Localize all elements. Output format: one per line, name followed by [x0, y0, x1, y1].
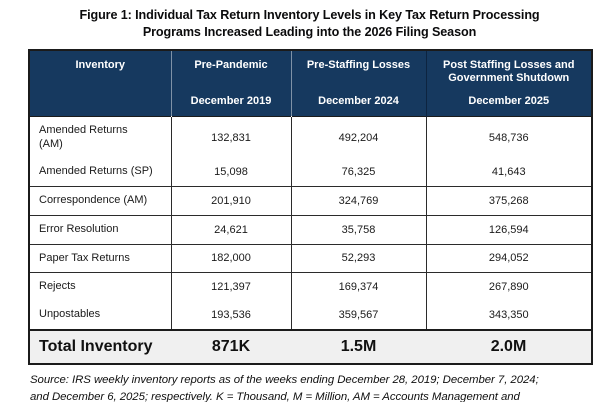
row-label: Amended Returns (AM): [29, 116, 172, 159]
cell-value: 267,890: [488, 281, 529, 294]
cell-value: 343,350: [488, 308, 529, 321]
col-header-inventory-label: Inventory: [75, 58, 125, 71]
table-row: Paper Tax Returns 182,000 52,293 294,052: [29, 244, 592, 273]
cell-value: 359,567: [291, 301, 427, 330]
cell-value: 169,374: [291, 272, 427, 301]
col-header-post-staffing-losses-date: December 2025: [468, 94, 550, 107]
header-row: Inventory Pre-Pandemic December 2019 Pre…: [29, 49, 592, 117]
cell-value: 126,594: [488, 223, 529, 236]
row-label: Error Resolution: [29, 215, 172, 244]
cell-value: 201,910: [171, 186, 292, 216]
col-header-inventory: Inventory: [29, 49, 172, 117]
col-header-pre-staffing-losses: Pre-Staffing Losses December 2024: [291, 49, 427, 117]
col-header-pre-staffing-losses-label: Pre-Staffing Losses: [306, 58, 411, 71]
total-row-label: Total Inventory: [29, 329, 171, 364]
col-header-pre-pandemic-label: Pre-Pandemic: [194, 58, 268, 71]
cell-value: 41,643: [491, 166, 526, 179]
row-label: Rejects: [29, 272, 172, 301]
cell-value: 294,052: [488, 252, 529, 265]
col-header-post-staffing-losses: Post Staffing Losses and Government Shut…: [426, 49, 592, 117]
table-body: Amended Returns (AM) 132,831 492,204 548,73…: [29, 116, 592, 330]
cell-value: 492,204: [291, 116, 427, 159]
row-label: Paper Tax Returns: [29, 244, 172, 273]
cell-value: 193,536: [171, 301, 292, 330]
total-row: Total Inventory 871K 1.5M 2.0M: [29, 329, 592, 364]
table-row: Rejects 121,397 169,374 267,890: [29, 272, 592, 301]
col-header-post-staffing-losses-label: Post Staffing Losses and Government Shut…: [443, 58, 575, 84]
figure-title: Figure 1: Individual Tax Return Inventor…: [28, 7, 591, 42]
row-label: Correspondence (AM): [29, 186, 172, 216]
source-note-line-2: and December 6, 2025; respectively. K = …: [30, 390, 520, 402]
cell-value: 375,268: [488, 194, 529, 207]
row-label: Unpostables: [29, 301, 172, 330]
table-row: Error Resolution 24,621 35,758 126,594: [29, 215, 592, 244]
table-row: Unpostables 193,536 359,567 343,350: [29, 301, 592, 330]
col-header-pre-pandemic: Pre-Pandemic December 2019: [171, 49, 292, 117]
cell-value: 182,000: [171, 244, 292, 273]
cell-value: 24,621: [171, 215, 292, 244]
figure-title-line-2: Programs Increased Leading into the 2026…: [142, 25, 477, 40]
cell-value: 15,098: [171, 158, 292, 187]
cell-value: 35,758: [291, 215, 427, 244]
col-header-pre-staffing-losses-date: December 2024: [318, 94, 399, 107]
total-value-dec-2019: 871K: [171, 329, 291, 364]
table-footer: Total Inventory 871K 1.5M 2.0M: [29, 329, 592, 364]
source-note: Source: IRS weekly inventory reports as …: [30, 372, 596, 402]
cell-value: 76,325: [291, 158, 427, 187]
table-row: Amended Returns (SP) 15,098 76,325 41,643: [29, 158, 592, 187]
table-row: Amended Returns (AM) 132,831 492,204 548,73…: [29, 116, 592, 159]
cell-value: 52,293: [291, 244, 427, 273]
cell-value: 121,397: [171, 272, 292, 301]
total-value-dec-2024: 1.5M: [291, 329, 426, 364]
row-label: Amended Returns (SP): [29, 158, 172, 187]
cell-value: 324,769: [291, 186, 427, 216]
cell-value: 132,831: [171, 116, 292, 159]
col-header-pre-pandemic-date: December 2019: [190, 94, 272, 107]
report-figure-page: Figure 1: Individual Tax Return Inventor…: [0, 7, 600, 402]
inventory-table: Inventory Pre-Pandemic December 2019 Pre…: [28, 48, 593, 365]
source-note-line-1: Source: IRS weekly inventory reports as …: [30, 373, 539, 386]
table-row: Correspondence (AM) 201,910 324,769 375,268: [29, 186, 592, 216]
figure-title-line-1: Figure 1: Individual Tax Return Inventor…: [79, 8, 540, 22]
total-value-dec-2025: 2.0M: [426, 329, 592, 364]
table-header: Inventory Pre-Pandemic December 2019 Pre…: [29, 49, 592, 117]
cell-value: 548,736: [488, 131, 529, 144]
